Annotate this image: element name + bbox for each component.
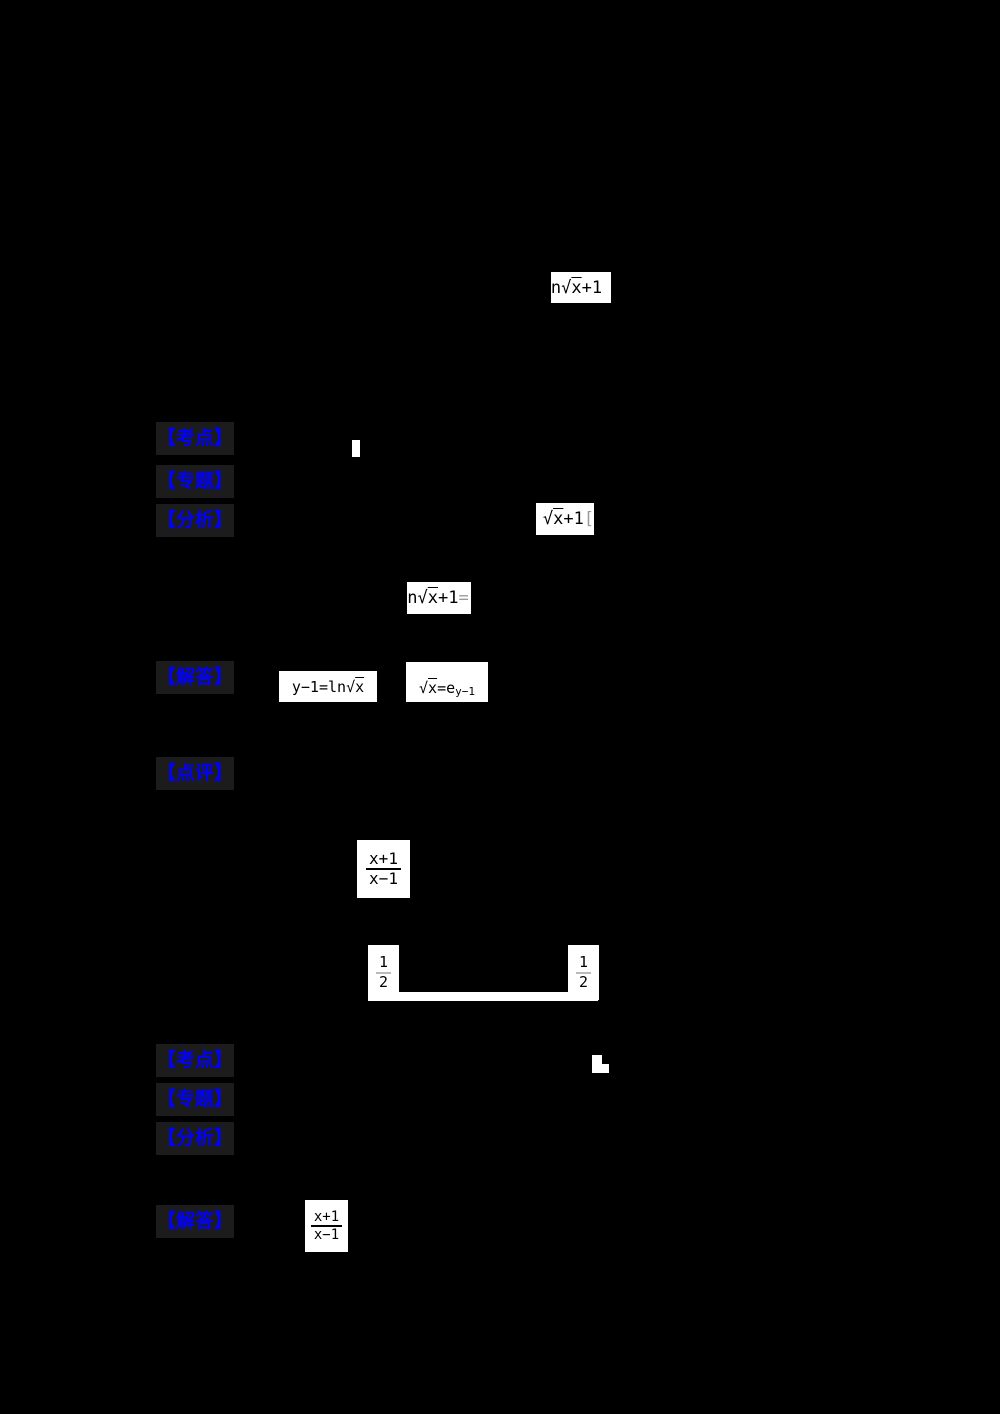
formula-clipped-trail: [ [583, 509, 594, 529]
sqrt-radicand: x [553, 509, 564, 529]
comment-label: 【点评】 [156, 757, 235, 790]
fraction-numerator: 1 [375, 954, 392, 974]
formula-sqrt-x-equals-e-pow-y-minus-1: √ x =e y−1 [406, 662, 488, 702]
formula-clipped-prefix: n [551, 277, 562, 298]
formula-one-half-right: 1 2 [568, 945, 599, 1000]
sqrt-radicand: x [355, 677, 365, 696]
fraction-denominator: 2 [578, 972, 589, 991]
answer-label: 【解答】 [156, 661, 235, 694]
formula-exponent: y−1 [455, 685, 475, 698]
formula-mid: =e [437, 679, 456, 697]
sqrt-sign: √ [542, 509, 554, 529]
formula-ln-sqrt-x-plus-1-top: n √ x +1 [551, 272, 611, 303]
formula-suffix: +1 [581, 277, 603, 298]
sqrt-radicand: x [427, 588, 438, 608]
text-fragment-highlight [352, 440, 360, 457]
sqrt-radicand: x [428, 679, 438, 697]
formula-one-half-left: 1 2 [368, 945, 399, 1000]
formula-fraction-x-plus-1-over-x-minus-1-bottom: x+1 x−1 [305, 1200, 348, 1252]
formula-clipped-prefix: n [407, 588, 418, 608]
formula-sqrt-x-plus-1: √ x +1[ [536, 503, 594, 535]
exam-point-label-2: 【考点】 [156, 1044, 235, 1077]
fraction: x+1 x−1 [366, 849, 401, 889]
fraction-denominator: x−1 [369, 869, 398, 888]
sqrt-sign: √ [561, 277, 572, 298]
blank-underline-strip [368, 992, 598, 1001]
sqrt-sign: √ [419, 679, 429, 697]
sqrt-sign: √ [346, 677, 356, 696]
fraction-numerator: x+1 [310, 1209, 343, 1227]
image-fragment-bottom [592, 1064, 609, 1073]
sqrt-sign: √ [417, 588, 428, 608]
image-fragment-top [592, 1055, 602, 1065]
sqrt-radicand: x [571, 277, 582, 298]
analysis-label: 【分析】 [156, 504, 235, 537]
exam-point-label: 【考点】 [156, 422, 235, 455]
formula-y-minus-1-equals-ln-sqrt-x: y−1=ln √ x [279, 671, 377, 702]
formula-suffix: +1 [563, 509, 584, 529]
fraction-denominator: x−1 [313, 1227, 340, 1243]
fraction-numerator: x+1 [366, 849, 401, 870]
topic-label-2: 【专题】 [156, 1083, 235, 1116]
fraction: 1 2 [375, 954, 392, 991]
fraction: x+1 x−1 [310, 1209, 343, 1243]
fraction: 1 2 [575, 954, 592, 991]
topic-label: 【专题】 [156, 465, 235, 498]
formula-clipped-trail: = [458, 588, 469, 608]
analysis-label-2: 【分析】 [156, 1122, 235, 1155]
formula-suffix: +1 [438, 588, 459, 608]
fraction-numerator: 1 [575, 954, 592, 974]
answer-label-2: 【解答】 [156, 1205, 235, 1238]
formula-lead: y−1=ln [291, 677, 347, 696]
fraction-denominator: 2 [378, 972, 389, 991]
formula-ln-sqrt-x-plus-1-second: n √ x +1 = [407, 582, 471, 614]
formula-fraction-x-plus-1-over-x-minus-1: x+1 x−1 [357, 840, 410, 898]
